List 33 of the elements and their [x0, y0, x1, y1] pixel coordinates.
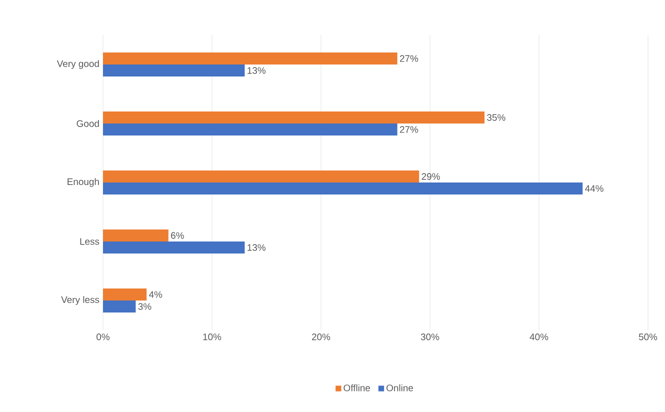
bar: [103, 182, 583, 195]
legend-label: Offline: [344, 384, 370, 392]
data-label: 13%: [248, 244, 266, 251]
y-tick-label: Very less: [61, 296, 100, 305]
x-tick-label: 50%: [638, 334, 658, 340]
data-label: 6%: [171, 232, 184, 239]
bar: [103, 230, 168, 242]
data-label: 27%: [400, 55, 418, 62]
bar: [103, 300, 136, 313]
x-tick-label: 30%: [420, 334, 440, 340]
data-label: 3%: [138, 303, 152, 310]
data-label: 29%: [422, 173, 440, 180]
x-tick-label: 20%: [312, 334, 330, 340]
y-tick-label: Less: [80, 238, 100, 245]
bar: [103, 288, 147, 301]
data-label: 44%: [585, 185, 604, 192]
legend-label: Online: [386, 384, 413, 392]
bar: [103, 52, 398, 65]
bar: [103, 124, 398, 136]
x-tick-label: 10%: [203, 334, 222, 340]
y-tick-label: Very good: [56, 60, 99, 69]
y-tick-label: Good: [76, 120, 99, 127]
bar: [103, 170, 420, 183]
data-label: 27%: [400, 126, 418, 133]
x-tick-label: 0%: [96, 334, 110, 340]
bar: [103, 242, 245, 254]
data-label: 35%: [487, 114, 506, 121]
data-label: 4%: [149, 291, 162, 298]
data-label: 13%: [248, 67, 266, 74]
bar: [103, 112, 485, 124]
y-tick-label: Enough: [68, 178, 99, 187]
x-tick-label: 40%: [530, 334, 548, 340]
bar: [103, 64, 245, 77]
